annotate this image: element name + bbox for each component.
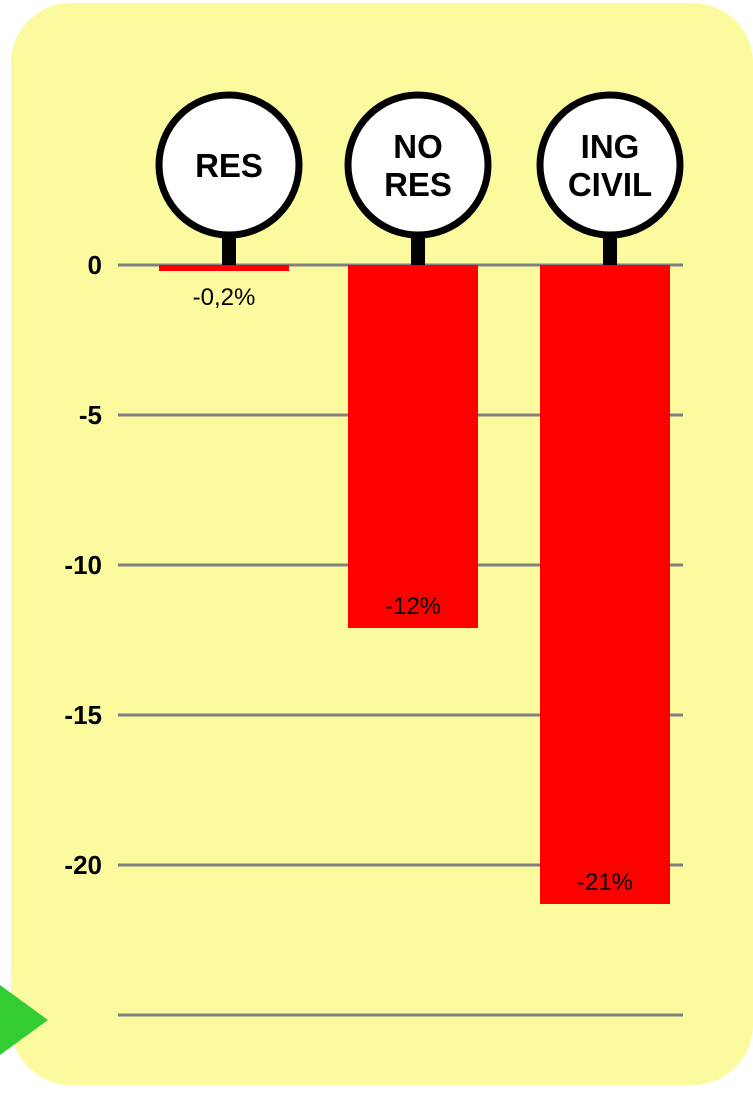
- category-marker-circle: [536, 91, 684, 239]
- category-label: RES: [195, 147, 263, 184]
- category-marker-circle: [344, 91, 492, 239]
- category-marker: RES: [155, 91, 303, 265]
- category-label: RES: [384, 166, 452, 203]
- bar: [348, 265, 478, 628]
- category-label: CIVIL: [568, 166, 652, 203]
- data-label: -12%: [385, 593, 441, 620]
- category-marker-circle: [155, 91, 303, 239]
- category-label: ING: [581, 128, 640, 165]
- y-tick-label: -10: [64, 550, 102, 580]
- data-labels: -0,2% -12% -21%: [193, 284, 633, 896]
- category-label: NO: [393, 128, 443, 165]
- bars: [159, 265, 670, 904]
- data-label: -21%: [577, 869, 633, 896]
- y-axis-tick-labels: 0 -5 -10 -15 -20: [64, 250, 102, 880]
- play-arrow-icon[interactable]: [0, 985, 48, 1055]
- y-tick-label: 0: [88, 250, 102, 280]
- data-label: -0,2%: [193, 284, 256, 311]
- y-tick-label: -15: [64, 700, 102, 730]
- bar: [159, 265, 289, 271]
- bar: [540, 265, 670, 904]
- y-tick-label: -5: [79, 400, 102, 430]
- y-tick-label: -20: [64, 850, 102, 880]
